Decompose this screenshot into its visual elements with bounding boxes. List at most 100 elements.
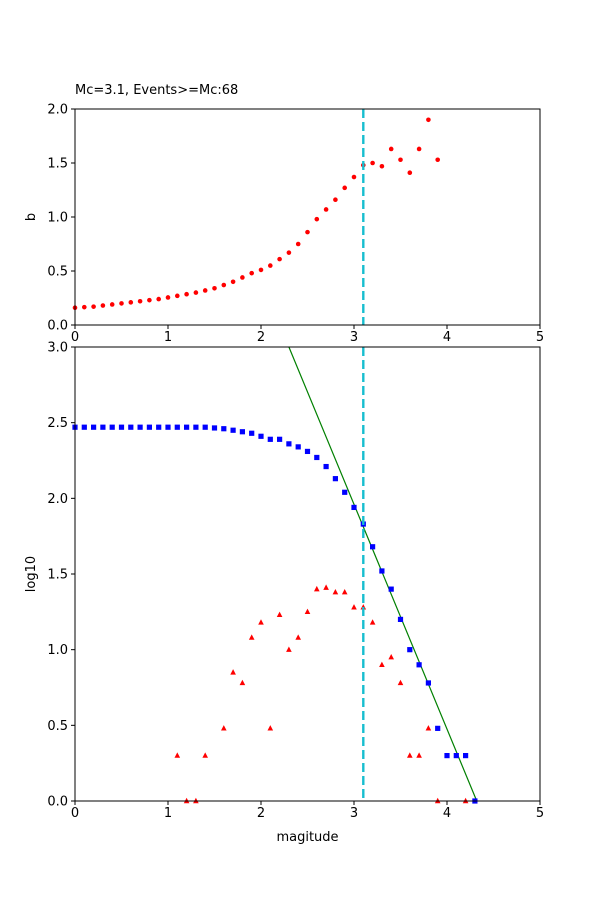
chart-1-xlabel: magitude (276, 830, 338, 845)
chart-1-incremental-point (276, 611, 283, 618)
chart-1-cumulative-point (118, 424, 125, 430)
chart-0-b-value-point (342, 185, 348, 191)
chart-1-incremental-point (379, 661, 385, 667)
chart-1-incremental-point (332, 588, 339, 595)
chart-1-incremental-point (425, 725, 432, 731)
chart-0-b-value-point (230, 279, 236, 285)
chart-1-ytick-label: 1.0 (47, 643, 68, 658)
chart-1-ytick-label: 0.5 (47, 719, 68, 734)
chart-1-cumulative-point (351, 504, 357, 511)
chart-0-b-value-point (388, 146, 394, 152)
chart-0-b-value-point (379, 163, 385, 169)
chart-1-cumulative-point (202, 424, 208, 430)
chart-0-b-value-point (175, 293, 180, 299)
chart-1-incremental-point (239, 679, 246, 686)
chart-1-cumulative-point (258, 433, 264, 439)
chart-1-cumulative-point (211, 425, 218, 431)
chart-1-axes-frame (74, 346, 541, 802)
chart-1-cumulative-point (416, 662, 422, 668)
chart-1-cumulative-point (342, 489, 348, 495)
chart-1-incremental-point (295, 634, 301, 640)
chart-1-incremental-point (369, 619, 376, 625)
chart-1-cumulative-point (109, 424, 115, 430)
chart-0-b-value-point (137, 298, 143, 304)
chart-0-b-value-point (416, 146, 422, 152)
chart-0-ylabel: b (24, 213, 39, 221)
chart-0-b-value-point (212, 285, 217, 291)
chart-0-xtick-label: 4 (443, 330, 451, 345)
chart-1-cumulative-point (81, 424, 87, 430)
chart-1-incremental-point (416, 752, 422, 758)
chart-0-ytick-label: 0.0 (47, 319, 68, 334)
top-chart-title: Mc=3.1, Events>=Mc:68 (75, 83, 238, 98)
chart-0-b-value-point (351, 174, 357, 180)
chart-1-xtick-label: 2 (257, 806, 265, 821)
chart-1-fit-line (288, 346, 478, 802)
chart-0-xtick-label: 2 (257, 330, 265, 345)
chart-0-b-value-point (202, 288, 208, 293)
chart-1-ytick-label: 1.5 (47, 568, 68, 583)
chart-1-cumulative-point (425, 680, 431, 686)
chart-1-incremental-point (304, 608, 311, 615)
chart-0-b-value-point (268, 263, 273, 268)
chart-0-b-value-point (426, 117, 431, 123)
chart-1-cumulative-point (295, 444, 301, 450)
chart-0-b-value-point (193, 290, 199, 295)
chart-1-incremental-point (174, 752, 181, 758)
chart-1-cumulative-point (444, 753, 450, 759)
chart-0-b-value-point (277, 256, 282, 262)
chart-1-cumulative-point (156, 424, 162, 430)
chart-1-cumulative-point (323, 463, 329, 470)
chart-1-incremental-point (314, 585, 320, 592)
chart-0-b-value-point (258, 267, 264, 273)
chart-0-xtick-label: 5 (536, 330, 544, 345)
chart-1-xtick-label: 1 (164, 806, 172, 821)
chart-1-incremental-point (221, 725, 227, 731)
chart-0-xtick-label: 0 (71, 330, 79, 345)
chart-1-cumulative-point (91, 424, 97, 430)
top-plot-area: 0 1 2 3 4 5 0.0 0.5 1.0 1.5 2.0 b (24, 103, 544, 346)
chart-1-cumulative-point (304, 448, 311, 455)
chart-0-axes-frame (74, 108, 541, 326)
chart-1-cumulative-point (286, 441, 292, 447)
chart-1-cumulative-point (184, 424, 190, 430)
chart-1-incremental-point (360, 604, 367, 610)
chart-0-b-value-point (323, 207, 329, 212)
chart-0-b-value-point (249, 270, 254, 276)
chart-1-cumulative-point (463, 753, 469, 759)
chart-0-ytick-label: 0.5 (47, 265, 68, 280)
chart-0-b-value-point (333, 197, 338, 203)
chart-1-cumulative-point (397, 616, 404, 622)
chart-0-b-value-point (119, 301, 124, 306)
chart-0-b-value-point (128, 300, 134, 305)
chart-1-incremental-point (248, 634, 255, 640)
chart-1-cumulative-point (453, 753, 459, 759)
chart-0-xtick-label: 1 (164, 330, 172, 345)
chart-1-incremental-point (341, 588, 348, 595)
chart-0-b-value-point (184, 291, 189, 297)
chart-1-incremental-point (407, 752, 413, 758)
chart-1-cumulative-point (221, 426, 227, 432)
chart-1-cumulative-point (388, 586, 394, 592)
chart-1-cumulative-point (332, 476, 338, 482)
chart-1-cumulative-point (230, 427, 236, 433)
chart-0-b-value-point (91, 304, 96, 309)
chart-1-ytick-label: 0.0 (47, 795, 68, 810)
chart-0-b-value-point (435, 157, 441, 163)
chart-1-cumulative-point (174, 424, 180, 430)
chart-0-b-value-point (305, 229, 310, 235)
chart-0-ytick-label: 1.0 (47, 211, 68, 226)
chart-1-cumulative-point (407, 647, 413, 653)
chart-1-cumulative-point (277, 436, 283, 442)
chart-1-cumulative-point (100, 424, 106, 430)
chart-1-xtick-label: 0 (71, 806, 79, 821)
chart-0-b-value-point (286, 250, 292, 255)
chart-0-xtick-label: 3 (350, 330, 358, 345)
chart-0-b-value-point (147, 297, 152, 303)
chart-1-incremental-point (202, 752, 208, 758)
chart-1-cumulative-point (267, 436, 273, 442)
chart-0-b-value-point (100, 303, 106, 308)
chart-0-b-value-point (295, 241, 301, 247)
chart-1-cumulative-point (314, 454, 320, 461)
